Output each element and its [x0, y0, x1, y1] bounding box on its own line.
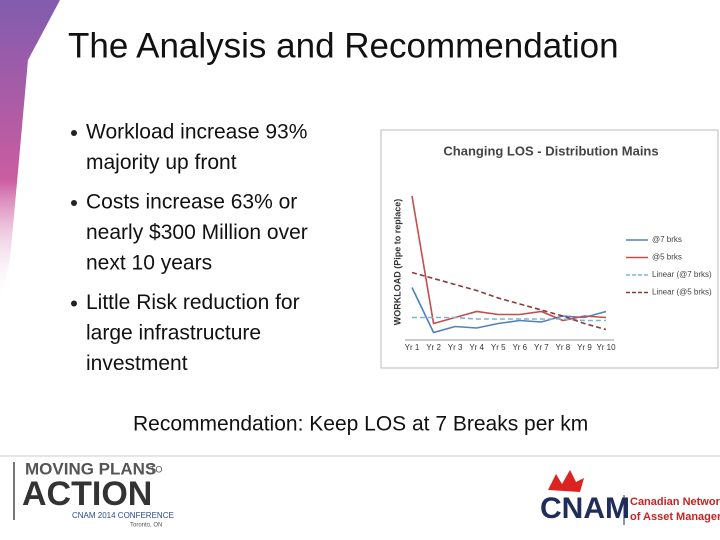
- bullet-text: majority up front: [86, 151, 237, 174]
- slide-title: The Analysis and Recommendation: [68, 26, 619, 65]
- x-tick-label: Yr 5: [491, 343, 506, 352]
- bullet-text: investment: [86, 352, 188, 375]
- x-tick-label: Yr 4: [469, 343, 484, 352]
- logo-text: ACTION: [22, 475, 152, 513]
- series-line: [411, 195, 607, 325]
- bullet-text: nearly $300 Million over: [86, 221, 308, 244]
- y-axis-label: WORKLOAD (Pipe to replace): [392, 199, 402, 326]
- x-tick-label: Yr 1: [405, 343, 420, 352]
- chart-title: Changing LOS - Distribution Mains: [443, 143, 658, 158]
- bullet-dot: [71, 200, 77, 206]
- series-line: [411, 271, 607, 331]
- decoration: [0, 0, 60, 300]
- x-tick-label: Yr 3: [448, 343, 463, 352]
- logo-left: MOVING PLANS TO ACTION CNAM 2014 CONFERE…: [13, 459, 174, 529]
- legend-label: @5 brks: [652, 253, 682, 262]
- chart: Yr 1 Yr 2 Yr 3 Yr 4 Yr 5 Yr 6 Yr 7 Yr 8 Yr 9 Yr 1…: [405, 195, 712, 352]
- bullet-text: large infrastructure: [86, 322, 261, 345]
- logo-text: of Asset Managers: [630, 511, 720, 523]
- x-tick-label: Yr 7: [534, 343, 549, 352]
- bullet-text: Little Risk reduction for: [86, 291, 300, 314]
- chart-frame: [380, 129, 719, 369]
- logo-text: Canadian Network: [630, 496, 720, 508]
- logo-text: CNAM: [540, 492, 630, 525]
- recommendation: Recommendation: Keep LOS at 7 Breaks per…: [133, 413, 588, 436]
- logo-leaf: [548, 470, 584, 492]
- logo-text: MOVING PLANS: [25, 459, 156, 478]
- logo-text: TO: [150, 464, 162, 474]
- x-tick-label: Yr 9: [577, 343, 592, 352]
- x-tick-label: Yr 10: [596, 343, 616, 352]
- bullets: Workload increase 93% majority up front Co…: [71, 121, 308, 375]
- bullet-text: Costs increase 63% or: [86, 191, 297, 214]
- logo-text: CNAM 2014 CONFERENCE: [72, 511, 174, 520]
- logo-right: CNAM Canadian Network of Asset Managers: [540, 470, 720, 525]
- bullet-dot: [71, 300, 77, 307]
- legend-label: Linear (@5 brks): [652, 288, 712, 297]
- x-tick-label: Yr 2: [426, 343, 441, 352]
- bullet-text: Workload increase 93%: [86, 121, 307, 144]
- x-tick-label: Yr 8: [556, 343, 571, 352]
- legend-label: Linear (@7 brks): [652, 270, 712, 279]
- bullet-dot: [71, 130, 77, 136]
- x-tick-label: Yr 6: [512, 343, 527, 352]
- series-line: [411, 287, 607, 334]
- bullet-text: next 10 years: [86, 252, 212, 275]
- logo-text: Toronto, ON: [130, 523, 162, 529]
- legend-label: @7 brks: [652, 235, 682, 244]
